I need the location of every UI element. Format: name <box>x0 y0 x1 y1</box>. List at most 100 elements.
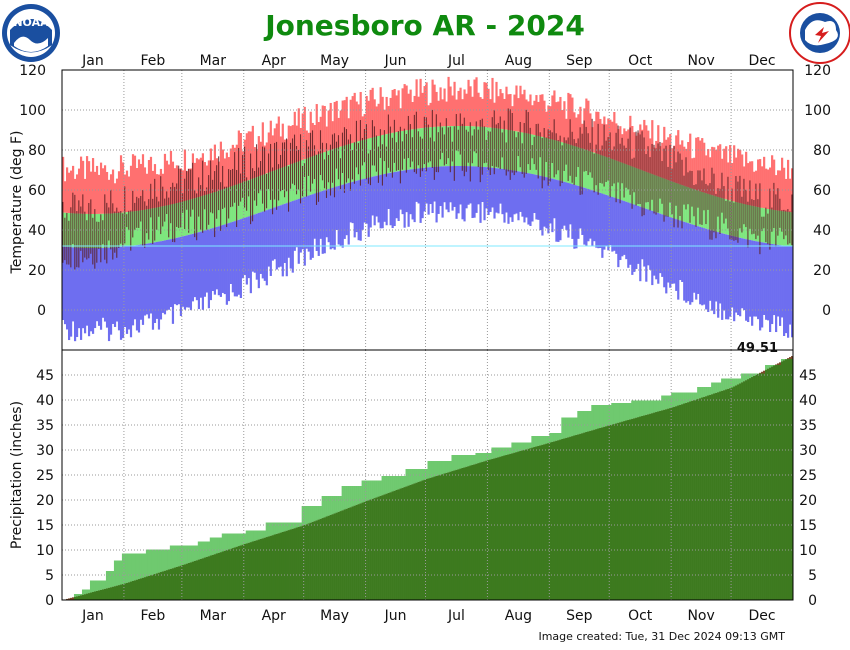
record-high-bar <box>759 159 762 208</box>
record-low-bar <box>551 178 554 233</box>
precip-departure-bar <box>297 522 300 527</box>
precip-cumulative-bar <box>407 485 410 600</box>
precip-departure-bar <box>419 469 422 482</box>
precip-cumulative-bar <box>711 394 714 600</box>
precip-cumulative-bar <box>177 566 181 600</box>
precip-cumulative-bar <box>423 479 426 600</box>
precip-cumulative-bar <box>187 562 191 600</box>
precip-cumulative-bar <box>649 413 652 600</box>
observed-temp-bar <box>553 119 555 178</box>
record-low-bar <box>185 235 189 308</box>
precip-departure-bar <box>75 594 79 597</box>
precip-cumulative-bar <box>565 437 568 600</box>
normal-range-bar <box>139 210 143 245</box>
record-high-bar <box>287 125 290 166</box>
record-high-bar <box>107 179 111 214</box>
record-high-bar <box>549 106 552 140</box>
month-label-top: Nov <box>687 53 714 69</box>
record-high-bar <box>779 170 782 211</box>
record-low-bar <box>347 182 350 245</box>
record-low-bar <box>503 169 506 223</box>
record-high-bar <box>327 110 330 151</box>
observed-temp-bar <box>547 129 549 186</box>
observed-temp-bar <box>323 159 326 189</box>
record-low-bar <box>515 170 518 214</box>
observed-temp-bar <box>192 162 194 210</box>
observed-temp-bar <box>96 221 98 263</box>
observed-temp-bar <box>214 171 216 238</box>
precip-cumulative-bar <box>653 412 656 600</box>
precip-departure-bar <box>103 580 107 589</box>
precip-cumulative-bar <box>163 570 167 600</box>
record-high-bar <box>325 126 328 152</box>
observed-temp-bar <box>401 141 403 170</box>
record-high-bar <box>531 105 534 135</box>
precip-cumulative-bar <box>79 595 83 600</box>
observed-temp-bar <box>581 133 583 195</box>
precip-cumulative-bar <box>617 422 620 600</box>
record-high-bar <box>563 101 566 143</box>
record-high-bar <box>315 104 318 155</box>
precip-y-tick-left: 5 <box>45 568 54 584</box>
observed-temp-bar <box>180 169 182 228</box>
precip-departure-bar <box>323 496 326 518</box>
precip-cumulative-bar <box>607 425 610 600</box>
record-low-bar <box>449 166 452 203</box>
precip-cumulative-bar <box>513 452 516 600</box>
record-low-bar <box>699 226 702 305</box>
record-high-bar <box>539 94 542 137</box>
observed-temp-bar <box>208 175 210 225</box>
precip-departure-bar <box>433 461 436 477</box>
precip-cumulative-bar <box>463 467 466 600</box>
month-label-bottom: Sep <box>566 608 593 624</box>
record-low-bar <box>517 171 520 221</box>
observed-temp-bar <box>80 206 82 251</box>
record-high-bar <box>505 86 508 130</box>
precip-departure-bar <box>197 541 201 560</box>
precip-cumulative-bar <box>383 494 386 600</box>
observed-temp-bar <box>66 212 68 265</box>
record-low-bar <box>667 216 670 283</box>
record-low-bar <box>651 210 654 286</box>
precip-cumulative-bar <box>789 359 792 600</box>
precip-cumulative-bar <box>535 446 538 600</box>
month-label-top: Oct <box>628 53 653 69</box>
precip-departure-bar <box>695 392 698 400</box>
observed-temp-bar <box>264 147 266 212</box>
precip-departure-bar <box>747 373 750 380</box>
record-high-bar <box>503 98 506 130</box>
record-low-bar <box>209 228 212 301</box>
precip-departure-bar <box>95 580 99 591</box>
record-high-bar <box>529 94 532 135</box>
precip-departure-bar <box>285 522 288 531</box>
precip-cumulative-bar <box>573 435 576 600</box>
observed-temp-bar <box>242 155 244 198</box>
record-low-bar <box>201 231 205 310</box>
record-high-bar <box>371 87 374 138</box>
record-high-bar <box>789 178 792 213</box>
record-low-bar <box>455 166 458 219</box>
precipitation-panel <box>61 349 794 601</box>
precip-cumulative-bar <box>531 447 534 600</box>
record-high-bar <box>769 167 772 210</box>
observed-temp-bar <box>727 176 729 229</box>
observed-temp-bar <box>441 127 443 153</box>
precip-departure-bar <box>437 461 440 476</box>
precip-departure-bar <box>97 580 101 591</box>
record-low-bar <box>313 193 316 239</box>
record-low-bar <box>783 245 786 336</box>
record-high-bar <box>553 90 556 141</box>
precip-departure-bar <box>665 395 668 410</box>
record-low-bar <box>385 173 388 226</box>
precip-cumulative-bar <box>695 399 698 600</box>
record-low-bar <box>543 176 546 227</box>
precip-departure-bar <box>257 530 261 540</box>
precip-cumulative-bar <box>679 404 682 600</box>
observed-temp-bar <box>623 145 625 198</box>
precip-cumulative-bar <box>441 474 444 600</box>
precip-departure-bar <box>657 400 660 412</box>
precip-cumulative-bar <box>191 561 195 600</box>
precip-departure-bar <box>187 545 191 563</box>
record-low-bar <box>223 224 226 295</box>
record-low-bar <box>657 212 660 284</box>
